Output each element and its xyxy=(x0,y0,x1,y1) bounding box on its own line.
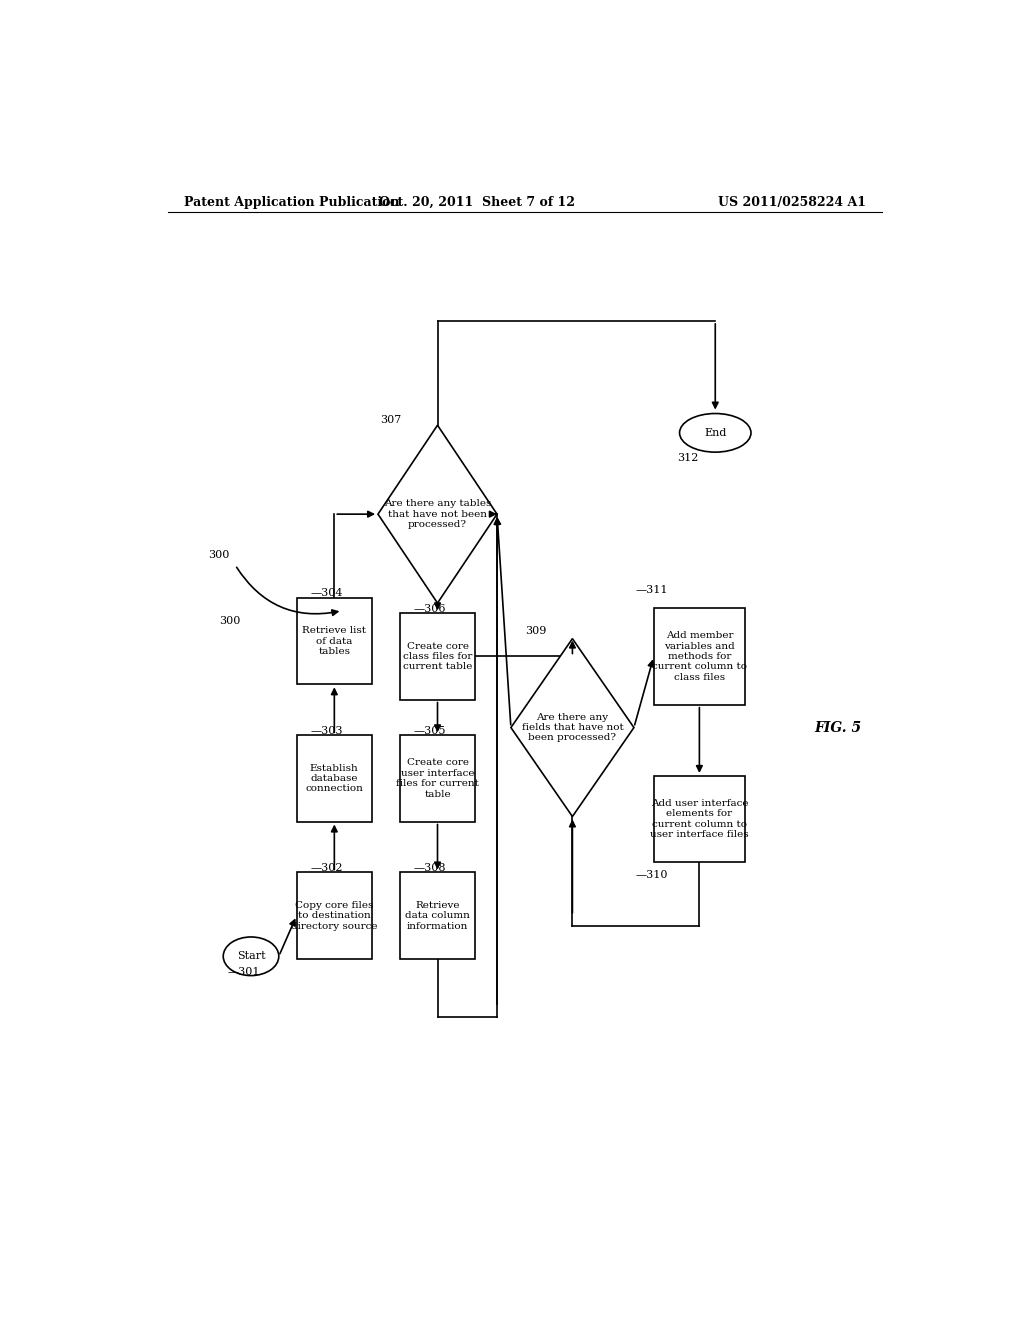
Text: FIG. 5: FIG. 5 xyxy=(815,721,862,735)
FancyBboxPatch shape xyxy=(653,776,745,862)
Polygon shape xyxy=(378,425,497,603)
Text: Establish
database
connection: Establish database connection xyxy=(305,763,364,793)
Text: —306: —306 xyxy=(414,603,446,614)
Text: Copy core files
to destination
directory source: Copy core files to destination directory… xyxy=(291,900,378,931)
Text: Create core
user interface
files for current
table: Create core user interface files for cur… xyxy=(396,758,479,799)
Text: Add member
variables and
methods for
current column to
class files: Add member variables and methods for cur… xyxy=(652,631,746,681)
Text: 300: 300 xyxy=(209,550,230,560)
Ellipse shape xyxy=(223,937,279,975)
Text: 307: 307 xyxy=(380,414,401,425)
Text: —310: —310 xyxy=(636,870,669,880)
Text: Oct. 20, 2011  Sheet 7 of 12: Oct. 20, 2011 Sheet 7 of 12 xyxy=(379,195,575,209)
Text: Patent Application Publication: Patent Application Publication xyxy=(183,195,399,209)
Text: Create core
class files for
current table: Create core class files for current tabl… xyxy=(402,642,472,672)
Text: —308: —308 xyxy=(414,863,446,873)
FancyBboxPatch shape xyxy=(653,609,745,705)
Text: Add user interface
elements for
current column to
user interface files: Add user interface elements for current … xyxy=(650,799,749,840)
Text: —311: —311 xyxy=(636,585,669,595)
FancyBboxPatch shape xyxy=(399,735,475,821)
Ellipse shape xyxy=(680,413,751,453)
Text: End: End xyxy=(705,428,726,438)
FancyBboxPatch shape xyxy=(297,873,372,958)
FancyBboxPatch shape xyxy=(399,614,475,700)
Text: —303: —303 xyxy=(310,726,343,735)
Text: —304: —304 xyxy=(310,589,343,598)
Text: —301: —301 xyxy=(228,966,260,977)
FancyBboxPatch shape xyxy=(297,598,372,684)
Text: Retrieve list
of data
tables: Retrieve list of data tables xyxy=(302,626,367,656)
FancyBboxPatch shape xyxy=(297,735,372,821)
Polygon shape xyxy=(511,639,634,817)
Text: Retrieve
data column
information: Retrieve data column information xyxy=(406,900,470,931)
Text: Start: Start xyxy=(237,952,265,961)
Text: 312: 312 xyxy=(677,453,698,463)
FancyBboxPatch shape xyxy=(399,873,475,958)
Text: —305: —305 xyxy=(414,726,446,735)
Text: US 2011/0258224 A1: US 2011/0258224 A1 xyxy=(718,195,866,209)
Text: Are there any
fields that have not
been processed?: Are there any fields that have not been … xyxy=(521,713,624,742)
Text: Are there any tables
that have not been
processed?: Are there any tables that have not been … xyxy=(384,499,492,529)
Text: 309: 309 xyxy=(524,626,546,636)
Text: —302: —302 xyxy=(310,863,343,873)
Text: 300: 300 xyxy=(219,616,241,626)
